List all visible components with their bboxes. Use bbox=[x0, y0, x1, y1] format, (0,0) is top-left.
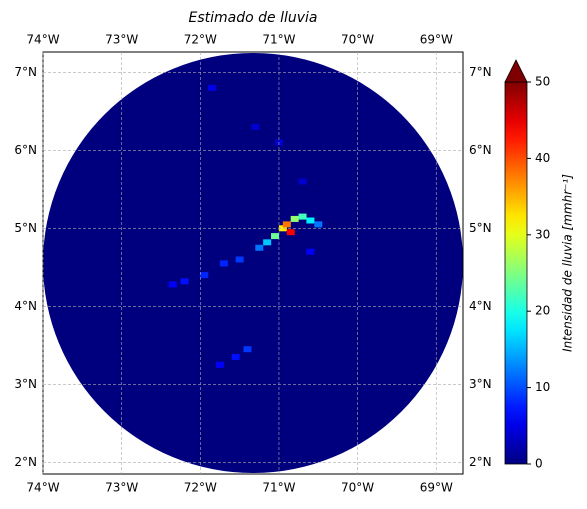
rain-cell bbox=[168, 281, 177, 288]
colorbar-tick-label: 50 bbox=[535, 75, 550, 89]
rain-cell bbox=[306, 248, 315, 255]
colorbar-tick-label: 20 bbox=[535, 304, 550, 318]
y-tick-label: 7°N bbox=[14, 65, 37, 79]
rain-cell bbox=[271, 233, 280, 240]
y-tick-label: 7°N bbox=[469, 65, 492, 79]
x-tick-label: 69°W bbox=[420, 481, 453, 495]
rain-cell bbox=[208, 84, 217, 91]
x-tick-label: 72°W bbox=[184, 481, 217, 495]
rain-cell bbox=[219, 260, 228, 267]
y-tick-label: 6°N bbox=[14, 143, 37, 157]
colorbar bbox=[504, 81, 528, 465]
x-tick-label: 70°W bbox=[341, 33, 374, 47]
y-tick-label: 3°N bbox=[14, 377, 37, 391]
rain-cell bbox=[243, 346, 252, 353]
radar-coverage bbox=[43, 53, 463, 473]
rain-cell bbox=[298, 178, 307, 185]
rain-cell bbox=[278, 225, 287, 232]
x-tick-label: 74°W bbox=[26, 33, 59, 47]
y-tick-label: 4°N bbox=[469, 299, 492, 313]
x-tick-label: 69°W bbox=[420, 33, 453, 47]
colorbar-label: Intensidad de lluvia [mmhr⁻¹] bbox=[561, 174, 575, 352]
rain-cell bbox=[314, 221, 323, 228]
rain-cell bbox=[180, 278, 189, 285]
x-tick-label: 73°W bbox=[105, 481, 138, 495]
rain-cell bbox=[306, 217, 315, 224]
rain-cell bbox=[215, 361, 224, 368]
colorbar-tick-label: 40 bbox=[535, 151, 550, 165]
y-tick-label: 2°N bbox=[14, 455, 37, 469]
rain-cell bbox=[255, 244, 264, 251]
colorbar-tick-label: 0 bbox=[535, 457, 543, 471]
y-tick-label: 5°N bbox=[469, 221, 492, 235]
y-tick-label: 4°N bbox=[14, 299, 37, 313]
colorbar-tick-label: 10 bbox=[535, 380, 550, 394]
y-tick-label: 5°N bbox=[14, 221, 37, 235]
colorbar-extend bbox=[504, 59, 528, 83]
x-tick-label: 74°W bbox=[26, 481, 59, 495]
y-tick-label: 2°N bbox=[469, 455, 492, 469]
x-tick-label: 73°W bbox=[105, 33, 138, 47]
rain-cell bbox=[251, 123, 260, 130]
rain-cell bbox=[286, 229, 295, 236]
x-tick-label: 71°W bbox=[262, 481, 295, 495]
rain-cell bbox=[231, 353, 240, 360]
rain-cell bbox=[235, 256, 244, 263]
rain-cell bbox=[290, 215, 299, 222]
x-tick-label: 70°W bbox=[341, 481, 374, 495]
x-tick-label: 72°W bbox=[184, 33, 217, 47]
rain-cell bbox=[200, 272, 209, 279]
rain-cell bbox=[282, 221, 291, 228]
rain-cell bbox=[298, 213, 307, 220]
colorbar-tick-label: 30 bbox=[535, 227, 550, 241]
y-tick-label: 3°N bbox=[469, 377, 492, 391]
rain-cell bbox=[263, 239, 272, 246]
chart-title: Estimado de lluvia bbox=[189, 10, 318, 26]
x-tick-label: 71°W bbox=[262, 33, 295, 47]
y-tick-label: 6°N bbox=[469, 143, 492, 157]
